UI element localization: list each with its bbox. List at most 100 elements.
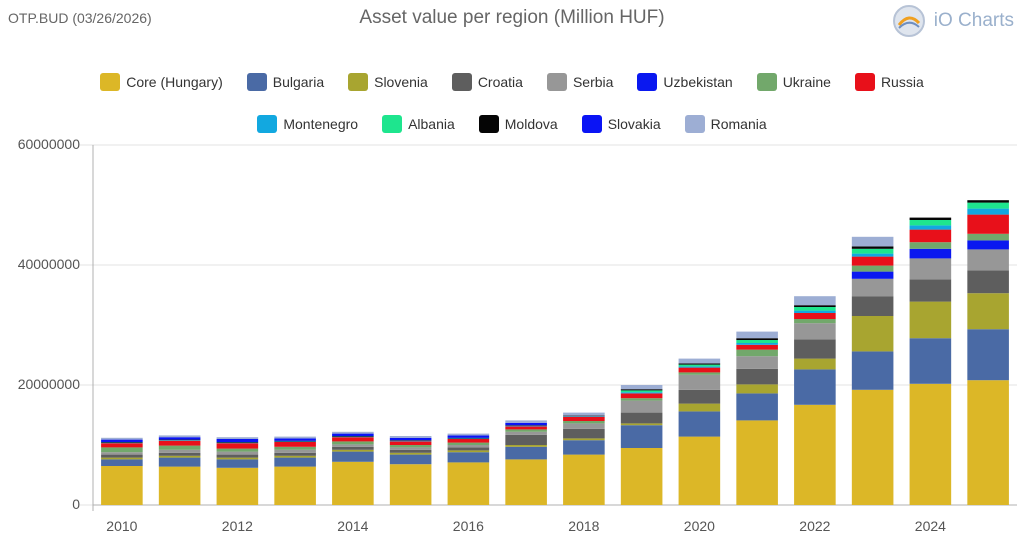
bar-segment bbox=[158, 439, 201, 441]
bar-segment bbox=[505, 425, 547, 426]
legend-item[interactable]: Albania bbox=[382, 115, 455, 133]
bar-segment bbox=[736, 393, 778, 421]
bar-segment bbox=[678, 411, 721, 437]
y-tick-label: 60000000 bbox=[18, 136, 81, 152]
legend-swatch bbox=[854, 73, 875, 91]
bar-segment bbox=[851, 351, 894, 390]
brand-name: iO Charts bbox=[933, 10, 1014, 31]
legend-item[interactable]: Core (Hungary) bbox=[100, 73, 223, 91]
bar-segment bbox=[563, 440, 605, 455]
bar-segment bbox=[909, 258, 952, 280]
bar-segment bbox=[101, 442, 143, 444]
x-tick-label: 2022 bbox=[799, 518, 830, 534]
bar-segment bbox=[851, 296, 894, 316]
bar-segment bbox=[620, 448, 663, 505]
bar-segment bbox=[216, 442, 259, 443]
bar-segment bbox=[216, 439, 259, 442]
bar-segment bbox=[447, 447, 490, 451]
bar-segment bbox=[447, 437, 490, 439]
x-tick-label: 2016 bbox=[453, 518, 484, 534]
bar-segment bbox=[563, 428, 605, 439]
bar-segment bbox=[274, 466, 316, 505]
bar-segment bbox=[678, 366, 721, 368]
bar-segment bbox=[851, 271, 894, 279]
x-tick-label: 2010 bbox=[106, 518, 137, 534]
bar-segment bbox=[332, 431, 374, 434]
legend-item[interactable]: Bulgaria bbox=[246, 73, 324, 91]
bar-segment bbox=[909, 229, 952, 243]
legend-item[interactable]: Russia bbox=[854, 73, 924, 91]
legend-swatch bbox=[756, 73, 777, 91]
legend-swatch bbox=[451, 73, 472, 91]
bar-segment bbox=[678, 374, 721, 390]
bar-segment bbox=[794, 369, 836, 405]
bar-segment bbox=[736, 338, 778, 340]
bar-segment bbox=[736, 344, 778, 350]
bar-segment bbox=[158, 449, 201, 453]
legend-item[interactable]: Uzbekistan bbox=[637, 73, 733, 91]
legend-item[interactable]: Ukraine bbox=[756, 73, 831, 91]
bar-segment bbox=[563, 421, 605, 424]
bar-segment bbox=[736, 331, 778, 339]
legend-label: Romania bbox=[710, 116, 767, 132]
bar-segment bbox=[447, 433, 490, 436]
bar-segment bbox=[389, 437, 432, 441]
bar-segment bbox=[447, 452, 490, 463]
bar-segment bbox=[158, 457, 201, 467]
legend-item[interactable]: Serbia bbox=[546, 73, 613, 91]
legend-swatch bbox=[100, 73, 121, 91]
bar-segment bbox=[736, 356, 778, 369]
bar-segment bbox=[736, 384, 778, 394]
bar-segment bbox=[851, 236, 894, 247]
bar-segment bbox=[447, 462, 490, 505]
bar-segment bbox=[620, 392, 663, 394]
bar-segment bbox=[101, 437, 143, 440]
bar-segment bbox=[736, 420, 778, 505]
bar-segment bbox=[216, 457, 259, 460]
legend-label: Slovakia bbox=[607, 116, 661, 132]
legend-item[interactable]: Slovakia bbox=[581, 115, 661, 133]
bar-segment bbox=[216, 437, 259, 439]
bar-segment bbox=[678, 403, 721, 412]
legend-item[interactable]: Croatia bbox=[451, 73, 523, 91]
bar-segment bbox=[967, 380, 1009, 505]
bar-segment bbox=[620, 393, 663, 399]
bar-segment bbox=[505, 422, 547, 426]
bar-segment bbox=[678, 364, 721, 367]
bar-segment bbox=[851, 265, 894, 272]
bar-segment bbox=[736, 340, 778, 343]
bar-segment bbox=[447, 450, 490, 453]
legend-item[interactable]: Slovenia bbox=[348, 73, 428, 91]
bar-segment bbox=[158, 440, 201, 441]
bar-segment bbox=[736, 349, 778, 357]
legend-item[interactable]: Montenegro bbox=[257, 115, 358, 133]
bar-segment bbox=[909, 383, 952, 505]
bar-segment bbox=[101, 439, 143, 442]
bar-segment bbox=[678, 358, 721, 364]
legend-swatch bbox=[478, 115, 499, 133]
legend-swatch bbox=[246, 73, 267, 91]
bar-segment bbox=[332, 444, 374, 447]
bar-segment bbox=[505, 459, 547, 505]
bar-segment bbox=[216, 442, 259, 444]
bar-segment bbox=[909, 279, 952, 302]
legend-label: Russia bbox=[880, 74, 924, 90]
bar-segment bbox=[620, 400, 663, 413]
bar-segment bbox=[736, 343, 778, 345]
bar-segment bbox=[909, 242, 952, 249]
bar-segment bbox=[101, 442, 143, 443]
legend-swatch bbox=[382, 115, 403, 133]
bar-segment bbox=[274, 449, 316, 453]
legend-label: Croatia bbox=[477, 74, 523, 90]
bar-segment bbox=[447, 442, 490, 445]
bar-segment bbox=[389, 449, 432, 453]
legend-item[interactable]: Moldova bbox=[478, 115, 558, 133]
brand-logo[interactable]: iO Charts bbox=[892, 4, 1014, 38]
bar-segment bbox=[909, 220, 952, 226]
bar-segment bbox=[447, 438, 490, 439]
legend-item[interactable]: Romania bbox=[684, 115, 767, 133]
bar-segment bbox=[274, 452, 316, 456]
bar-segment bbox=[851, 389, 894, 505]
bar-segment bbox=[967, 240, 1009, 250]
bar-segment bbox=[967, 249, 1009, 271]
